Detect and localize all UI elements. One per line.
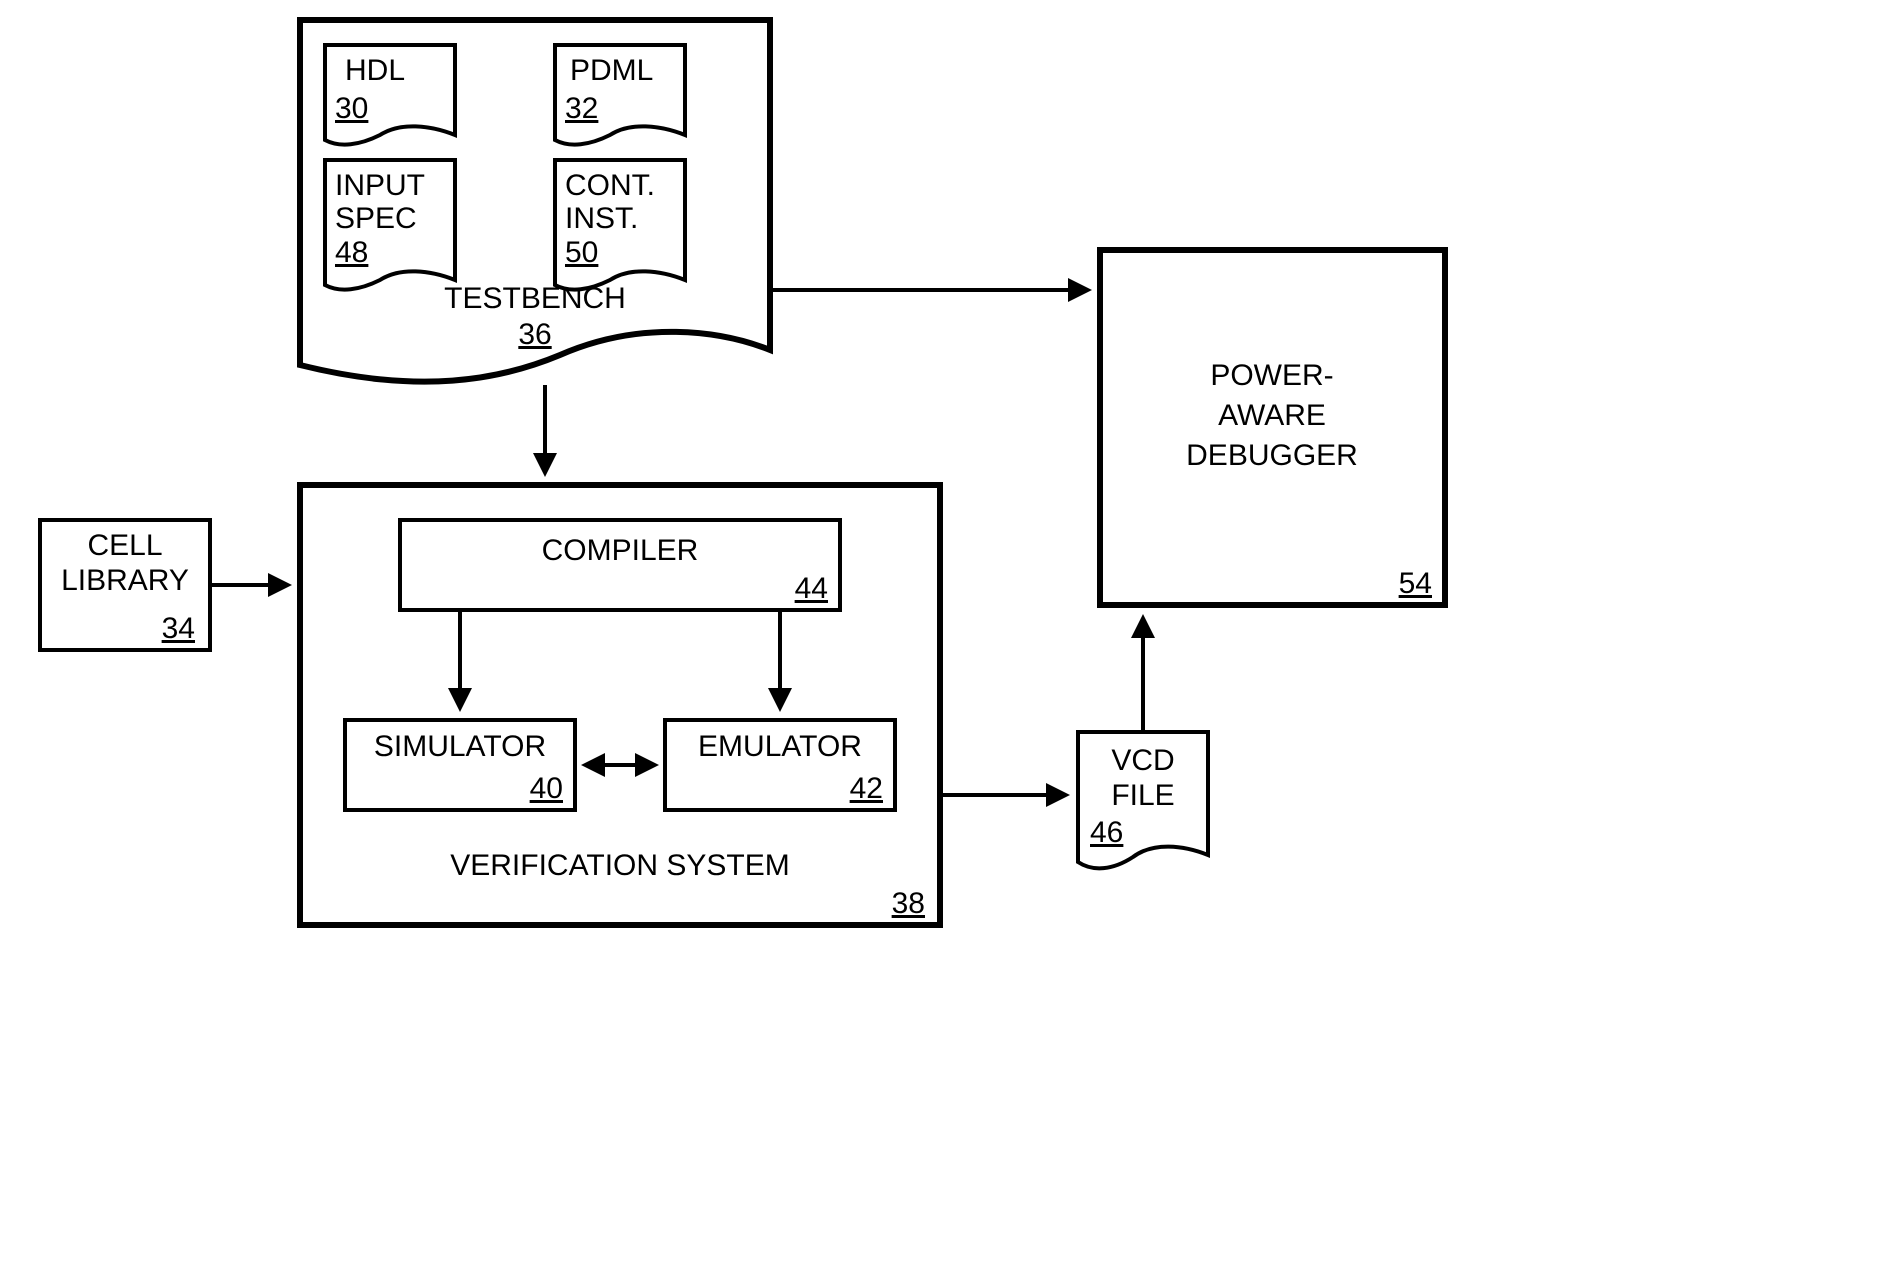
cont-inst-ref: 50 xyxy=(565,236,598,269)
pdml-ref: 32 xyxy=(565,92,598,125)
verification-system-label: VERIFICATION SYSTEM xyxy=(450,849,789,882)
pdml-label: PDML xyxy=(570,54,653,87)
vcd-file-label2: FILE xyxy=(1111,779,1174,812)
cont-inst-block: CONT. INST. 50 xyxy=(555,160,685,290)
debugger-label1: POWER- xyxy=(1210,359,1333,392)
input-spec-block: INPUT SPEC 48 xyxy=(325,160,455,290)
testbench-ref: 36 xyxy=(518,318,551,351)
verification-system-ref: 38 xyxy=(892,887,925,920)
input-spec-ref: 48 xyxy=(335,236,368,269)
hdl-block: HDL 30 xyxy=(325,45,455,145)
compiler-label: COMPILER xyxy=(542,534,699,567)
cell-library-block: CELL LIBRARY 34 xyxy=(40,520,210,650)
emulator-block: EMULATOR 42 xyxy=(665,720,895,810)
simulator-label: SIMULATOR xyxy=(374,730,546,763)
cell-library-label2: LIBRARY xyxy=(61,564,189,597)
simulator-ref: 40 xyxy=(530,772,563,805)
vcd-file-label1: VCD xyxy=(1111,744,1174,777)
cont-inst-label2: INST. xyxy=(565,202,638,235)
diagram-canvas: TESTBENCH 36 HDL 30 PDML 32 INPUT SPEC 4… xyxy=(0,0,1484,1010)
pdml-block: PDML 32 xyxy=(555,45,685,145)
simulator-block: SIMULATOR 40 xyxy=(345,720,575,810)
vcd-file-block: VCD FILE 46 xyxy=(1078,732,1208,868)
debugger-ref: 54 xyxy=(1399,567,1432,600)
emulator-ref: 42 xyxy=(850,772,883,805)
cell-library-label1: CELL xyxy=(87,529,162,562)
emulator-label: EMULATOR xyxy=(698,730,862,763)
debugger-label3: DEBUGGER xyxy=(1186,439,1358,472)
vcd-file-ref: 46 xyxy=(1090,816,1123,849)
cell-library-ref: 34 xyxy=(162,612,195,645)
debugger-label2: AWARE xyxy=(1218,399,1326,432)
cont-inst-label1: CONT. xyxy=(565,169,655,202)
compiler-ref: 44 xyxy=(795,572,828,605)
input-spec-label2: SPEC xyxy=(335,202,417,235)
hdl-ref: 30 xyxy=(335,92,368,125)
compiler-block: COMPILER 44 xyxy=(400,520,840,610)
input-spec-label1: INPUT xyxy=(335,169,425,202)
hdl-label: HDL xyxy=(345,54,405,87)
debugger-block: POWER- AWARE DEBUGGER 54 xyxy=(1100,250,1445,605)
